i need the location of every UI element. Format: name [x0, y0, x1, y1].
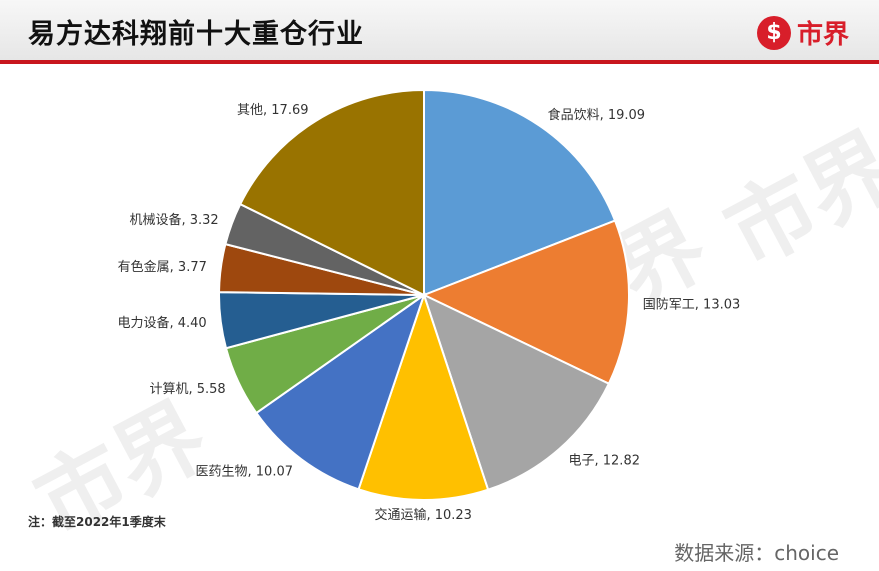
pie-slice [254, 292, 426, 491]
pie-slice-label: 机械设备, 3.32 [129, 212, 218, 228]
pie-slice-label: 计算机, 5.58 [149, 382, 225, 397]
pie-slice-label: 其他, 17.69 [237, 103, 308, 118]
footnote: 注：截至2022年1季度末 [28, 515, 166, 529]
pie-slice-label: 有色金属, 3.77 [118, 259, 207, 275]
pie-slice [423, 88, 617, 297]
header-divider [0, 60, 879, 64]
pie-slice-label: 电子, 12.82 [569, 454, 640, 469]
header-bar: 易方达科翔前十大重仓行业 $ 市界 [0, 0, 879, 60]
pie-slice [422, 293, 611, 491]
pie-slice-label: 电力设备, 4.40 [117, 315, 206, 331]
data-source: 数据来源：choice [674, 541, 839, 565]
pie-slice-label: 交通运输, 10.23 [374, 507, 471, 523]
brand-logo: $ 市界 [756, 14, 849, 51]
brand-logo-text: 市界 [796, 20, 849, 50]
page-title: 易方达科翔前十大重仓行业 [28, 19, 364, 50]
brand-logo-icon: $ [756, 15, 791, 50]
pie-slice [421, 219, 630, 386]
pie-slice-label: 国防军工, 13.03 [643, 296, 740, 312]
pie-slice-label: 食品饮料, 19.09 [548, 107, 645, 123]
pie-slice [238, 88, 425, 297]
pie-slice-label: 医药生物, 10.07 [196, 465, 293, 480]
pie-slice [357, 291, 490, 502]
